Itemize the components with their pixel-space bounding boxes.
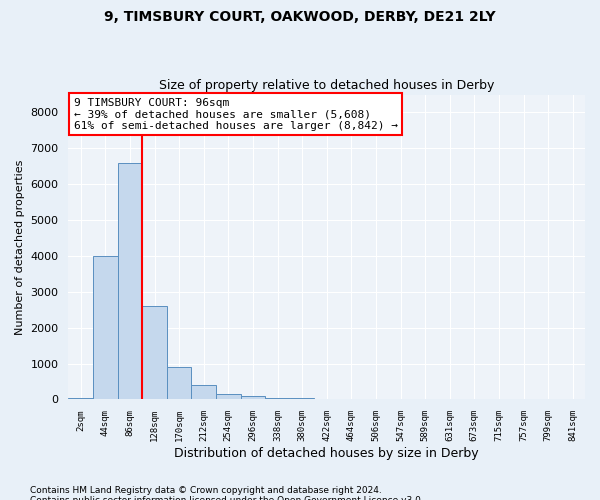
Bar: [241, 396, 265, 400]
Bar: [167, 367, 191, 400]
Bar: [93, 256, 118, 400]
Text: Contains HM Land Registry data © Crown copyright and database right 2024.: Contains HM Land Registry data © Crown c…: [30, 486, 382, 495]
X-axis label: Distribution of detached houses by size in Derby: Distribution of detached houses by size …: [175, 447, 479, 460]
Bar: [290, 398, 314, 400]
Y-axis label: Number of detached properties: Number of detached properties: [15, 160, 25, 334]
Bar: [216, 394, 241, 400]
Title: Size of property relative to detached houses in Derby: Size of property relative to detached ho…: [159, 79, 494, 92]
Text: 9 TIMSBURY COURT: 96sqm
← 39% of detached houses are smaller (5,608)
61% of semi: 9 TIMSBURY COURT: 96sqm ← 39% of detache…: [74, 98, 398, 131]
Bar: [142, 306, 167, 400]
Bar: [191, 385, 216, 400]
Bar: [68, 398, 93, 400]
Bar: [118, 162, 142, 400]
Text: Contains public sector information licensed under the Open Government Licence v3: Contains public sector information licen…: [30, 496, 424, 500]
Text: 9, TIMSBURY COURT, OAKWOOD, DERBY, DE21 2LY: 9, TIMSBURY COURT, OAKWOOD, DERBY, DE21 …: [104, 10, 496, 24]
Bar: [265, 398, 290, 400]
